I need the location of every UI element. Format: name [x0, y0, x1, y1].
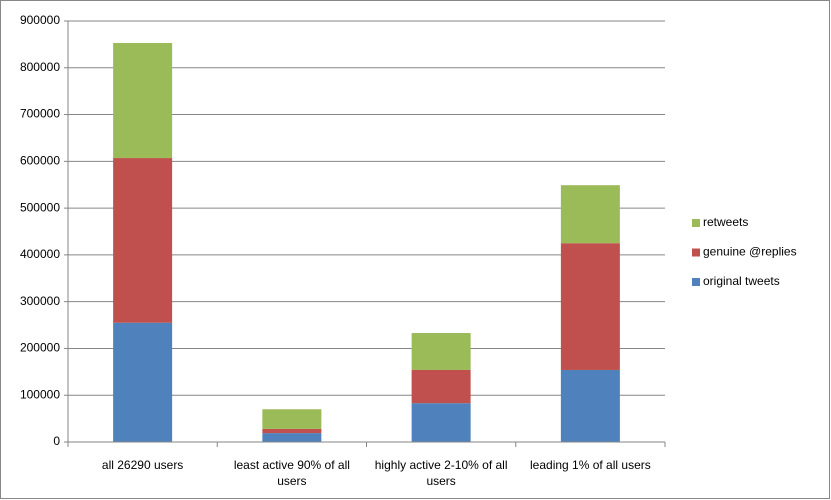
y-tick-label: 500000 — [20, 200, 60, 214]
bar-segment — [560, 243, 620, 370]
legend-swatch — [692, 248, 700, 257]
bar-segment — [560, 185, 620, 244]
x-tick-label: leading 1% of all users — [530, 458, 651, 472]
bar-segment — [113, 322, 173, 442]
y-tick-label: 900000 — [20, 13, 60, 27]
bar-segment — [262, 433, 322, 442]
y-tick-label: 0 — [53, 434, 60, 448]
legend-label: genuine @replies — [703, 245, 797, 259]
bar-segment — [560, 369, 620, 442]
bar-segment — [411, 403, 471, 442]
y-tick-label: 800000 — [20, 60, 60, 74]
bar-segment — [411, 369, 471, 404]
bar-segment — [262, 409, 322, 429]
y-tick-label: 100000 — [20, 387, 60, 401]
y-tick-label: 200000 — [20, 341, 60, 355]
bar-segment — [262, 428, 322, 434]
y-tick-label: 600000 — [20, 154, 60, 168]
y-tick-label: 700000 — [20, 107, 60, 121]
bar-segment — [113, 42, 173, 159]
x-tick-label: all 26290 users — [101, 458, 184, 472]
y-tick-label: 400000 — [20, 247, 60, 261]
bar-segment — [113, 158, 173, 323]
legend-swatch — [692, 219, 700, 227]
x-tick-label: least active 90% of all users — [233, 458, 350, 488]
y-tick-label: 300000 — [20, 294, 60, 308]
bar-segment — [411, 333, 471, 370]
legend-label: original tweets — [703, 274, 780, 288]
x-tick-label: highly active 2-10% of all users — [374, 458, 508, 488]
legend-label: retweets — [703, 215, 748, 229]
legend-swatch — [692, 278, 700, 286]
